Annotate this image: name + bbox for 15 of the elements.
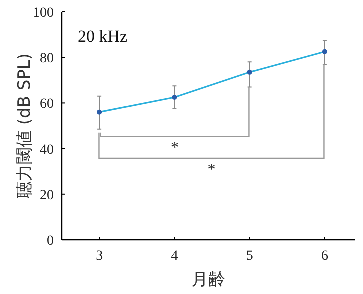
x-axis-title: 月齢 xyxy=(192,270,226,290)
y-tick-label: 40 xyxy=(40,142,54,158)
y-tick-label: 80 xyxy=(40,52,54,67)
x-tick-label: 6 xyxy=(321,249,328,264)
x-tick-label: 3 xyxy=(96,249,104,264)
y-axis-title: 聴力閾値 (dB SPL) xyxy=(15,53,35,199)
x-tick-label: 4 xyxy=(171,249,178,264)
annotation: * xyxy=(208,161,216,178)
y-tick-label: 20 xyxy=(40,188,54,204)
y-tick-label: 100 xyxy=(33,6,54,21)
text: 20 kHz xyxy=(78,27,128,46)
annotation: * xyxy=(170,140,179,157)
y-tick-label: 0 xyxy=(47,234,54,249)
y-tick-label: 60 xyxy=(40,97,54,112)
x-tick-label: 5 xyxy=(246,249,254,264)
